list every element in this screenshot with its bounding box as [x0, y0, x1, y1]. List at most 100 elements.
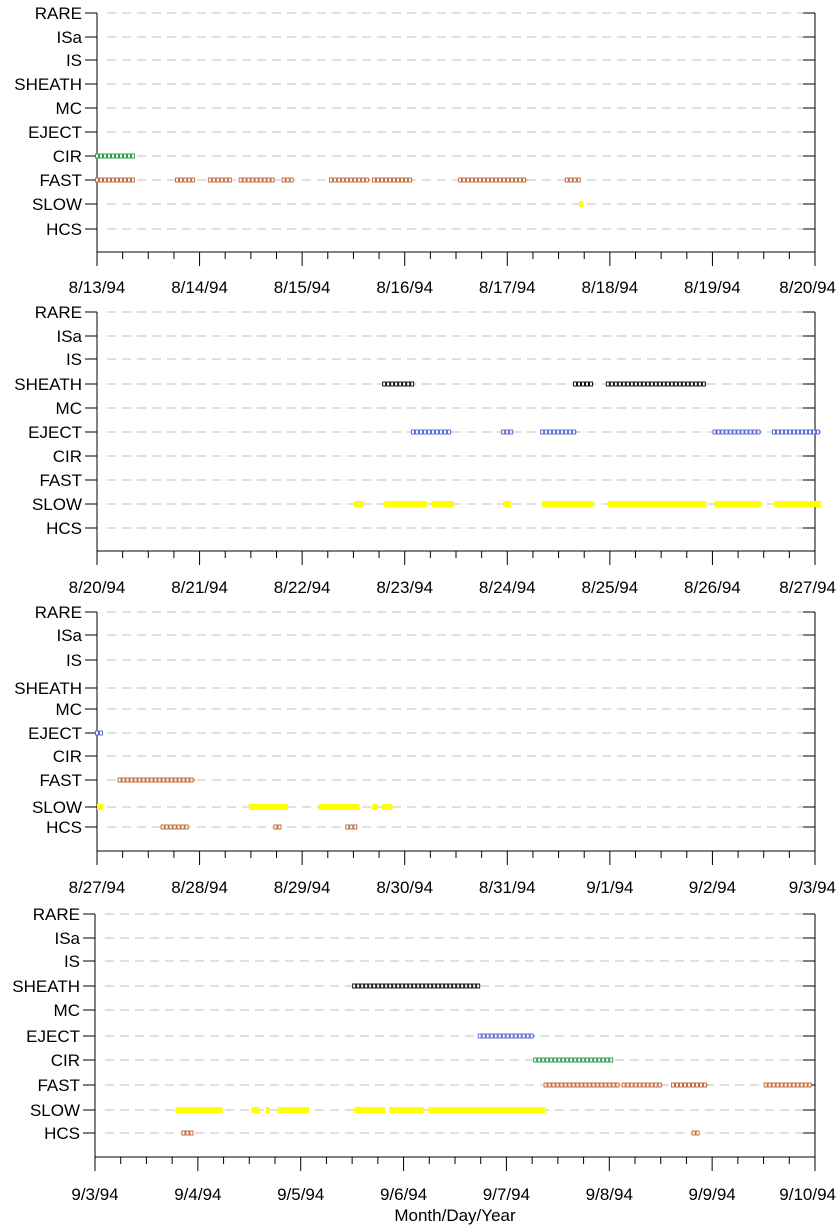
event-bar-fast — [763, 1082, 812, 1088]
x-tick-label: 8/23/94 — [376, 578, 433, 597]
event-bar-eject — [477, 1033, 536, 1039]
category-label-fast: FAST — [39, 771, 82, 790]
event-bar-slow — [265, 1107, 270, 1113]
category-label-eject: EJECT — [28, 123, 82, 142]
event-bar-fast — [543, 1082, 620, 1088]
timeline-panel-1: HCS SLOW FAST CIR EJECT MC SHEATH IS ISa RARE 8/13… — [14, 4, 836, 297]
event-bar-fast — [671, 1082, 709, 1088]
category-label-rare: RARE — [35, 303, 82, 322]
x-tick-label: 9/3/94 — [789, 878, 836, 897]
event-bar-hcs — [160, 824, 190, 830]
category-label-slow: SLOW — [30, 1101, 80, 1120]
category-label-mc: MC — [54, 1001, 80, 1020]
event-bar-slow — [248, 804, 288, 810]
x-tick-label: 8/20/94 — [69, 578, 126, 597]
x-tick-label: 8/25/94 — [581, 578, 638, 597]
category-label-eject: EJECT — [28, 724, 82, 743]
event-bar-fast — [117, 777, 196, 783]
category-label-is: IS — [64, 952, 80, 971]
category-label-hcs: HCS — [46, 519, 82, 538]
event-bar-fast — [371, 177, 413, 183]
x-tick-label: 8/18/94 — [581, 278, 638, 297]
event-bar-fast — [183, 177, 196, 183]
category-label-slow: SLOW — [32, 495, 82, 514]
event-bar-eject — [410, 429, 452, 435]
category-label-rare: RARE — [35, 603, 82, 622]
category-label-eject: EJECT — [28, 423, 82, 442]
category-label-isa: ISa — [54, 929, 80, 948]
event-bar-slow — [278, 1107, 309, 1113]
event-bar-fast — [564, 177, 581, 183]
event-bar-slow — [97, 804, 104, 810]
category-label-cir: CIR — [51, 1051, 80, 1070]
x-tick-label: 9/4/94 — [174, 1185, 221, 1204]
event-bar-eject — [772, 429, 822, 435]
event-bar-fast — [621, 1082, 663, 1088]
category-label-fast: FAST — [37, 1076, 80, 1095]
event-bar-fast — [328, 177, 370, 183]
category-label-rare: RARE — [33, 905, 80, 924]
x-tick-label: 8/14/94 — [171, 278, 228, 297]
x-tick-label: 9/7/94 — [483, 1185, 530, 1204]
category-label-isa: ISa — [56, 626, 82, 645]
x-tick-label: 9/8/94 — [586, 1185, 633, 1204]
event-bar-fast — [207, 177, 232, 183]
event-bar-slow — [371, 804, 379, 810]
event-bar-fast — [238, 177, 275, 183]
category-label-fast: FAST — [39, 171, 82, 190]
event-bar-hcs — [345, 824, 358, 830]
x-tick-label: 8/26/94 — [684, 578, 741, 597]
event-bar-slow — [384, 501, 428, 507]
x-tick-label: 9/10/94 — [779, 1185, 836, 1204]
event-bar-sheath — [605, 381, 707, 387]
x-tick-label: 8/27/94 — [69, 878, 126, 897]
category-label-slow: SLOW — [32, 195, 82, 214]
category-label-sheath: SHEATH — [14, 75, 82, 94]
category-label-isa: ISa — [56, 327, 82, 346]
x-tick-label: 8/28/94 — [171, 878, 228, 897]
event-bar-slow — [503, 501, 512, 507]
x-tick-label: 9/5/94 — [277, 1185, 324, 1204]
event-bar-slow — [251, 1107, 260, 1113]
x-axis-label: Month/Day/Year — [394, 1206, 516, 1225]
event-bar-slow — [354, 1107, 386, 1113]
x-tick-label: 8/16/94 — [376, 278, 433, 297]
event-bar-fast — [175, 177, 183, 183]
x-tick-label: 8/30/94 — [376, 878, 433, 897]
event-bar-slow — [428, 1107, 546, 1113]
x-tick-label: 8/13/94 — [69, 278, 126, 297]
event-bar-fast — [458, 177, 528, 183]
event-bar-sheath — [352, 983, 481, 989]
x-tick-label: 8/29/94 — [274, 878, 331, 897]
x-tick-label: 8/31/94 — [479, 878, 536, 897]
x-tick-label: 8/27/94 — [779, 578, 836, 597]
category-label-sheath: SHEATH — [12, 977, 80, 996]
category-label-fast: FAST — [39, 471, 82, 490]
event-bar-sheath — [382, 381, 415, 387]
x-tick-label: 8/20/94 — [779, 278, 836, 297]
event-bar-slow — [714, 501, 762, 507]
event-bar-hcs — [273, 824, 282, 830]
category-label-cir: CIR — [53, 147, 82, 166]
event-bar-eject — [540, 429, 578, 435]
x-tick-label: 9/1/94 — [586, 878, 633, 897]
x-tick-label: 8/15/94 — [274, 278, 331, 297]
category-label-is: IS — [66, 651, 82, 670]
timeline-panel-2: HCS SLOW FAST CIR EJECT MC SHEATH IS ISa RARE 8/20… — [14, 303, 836, 597]
category-label-sheath: SHEATH — [14, 375, 82, 394]
x-tick-label: 8/22/94 — [274, 578, 331, 597]
x-tick-label: 8/24/94 — [479, 578, 536, 597]
event-bar-sheath — [573, 381, 594, 387]
category-label-mc: MC — [56, 99, 82, 118]
category-label-cir: CIR — [53, 747, 82, 766]
category-label-hcs: HCS — [46, 818, 82, 837]
event-bar-slow — [389, 1107, 425, 1113]
x-tick-label: 9/2/94 — [689, 878, 736, 897]
event-bar-slow — [607, 501, 707, 507]
event-bar-hcs — [181, 1130, 194, 1136]
category-label-hcs: HCS — [44, 1124, 80, 1143]
category-label-eject: EJECT — [26, 1027, 80, 1046]
